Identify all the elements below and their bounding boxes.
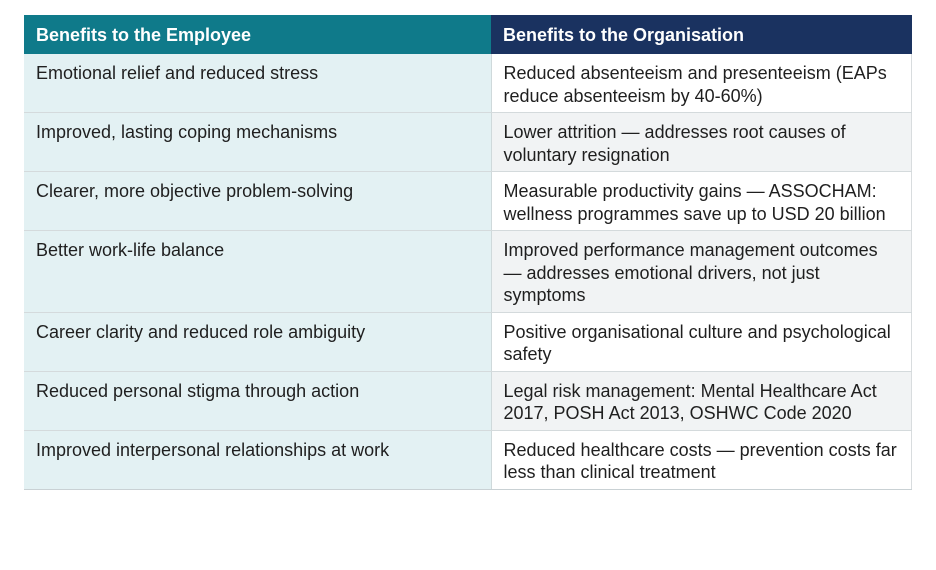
employee-benefit-cell: Clearer, more objective problem-solving [24,171,492,231]
employee-benefit-cell: Improved, lasting coping mechanisms [24,112,492,172]
organisation-benefit-cell: Reduced healthcare costs — prevention co… [491,430,912,490]
employee-benefit-cell: Improved interpersonal relationships at … [24,430,492,490]
organisation-benefit-cell: Improved performance management outcomes… [491,230,912,313]
employee-benefit-cell: Better work-life balance [24,230,492,313]
table-body: Emotional relief and reduced stress Redu… [24,54,912,490]
header-row: Benefits to the Employee Benefits to the… [24,15,912,54]
benefits-table: Benefits to the Employee Benefits to the… [24,15,912,490]
organisation-benefit-cell: Reduced absenteeism and presenteeism (EA… [491,54,912,113]
organisation-benefit-cell: Legal risk management: Mental Healthcare… [491,371,912,431]
organisation-benefit-cell: Lower attrition — addresses root causes … [491,112,912,172]
table-row: Career clarity and reduced role ambiguit… [24,312,912,372]
table-row: Clearer, more objective problem-solving … [24,171,912,231]
table-row: Reduced personal stigma through action L… [24,371,912,431]
table-row: Improved interpersonal relationships at … [24,430,912,490]
employee-benefit-cell: Career clarity and reduced role ambiguit… [24,312,492,372]
table-row: Emotional relief and reduced stress Redu… [24,54,912,113]
organisation-benefit-cell: Positive organisational culture and psyc… [491,312,912,372]
header-organisation-benefits: Benefits to the Organisation [491,15,912,54]
header-employee-benefits: Benefits to the Employee [24,15,491,54]
employee-benefit-cell: Reduced personal stigma through action [24,371,492,431]
organisation-benefit-cell: Measurable productivity gains — ASSOCHAM… [491,171,912,231]
table-header: Benefits to the Employee Benefits to the… [24,15,912,54]
table-row: Improved, lasting coping mechanisms Lowe… [24,112,912,172]
table-row: Better work-life balance Improved perfor… [24,230,912,313]
employee-benefit-cell: Emotional relief and reduced stress [24,54,492,113]
